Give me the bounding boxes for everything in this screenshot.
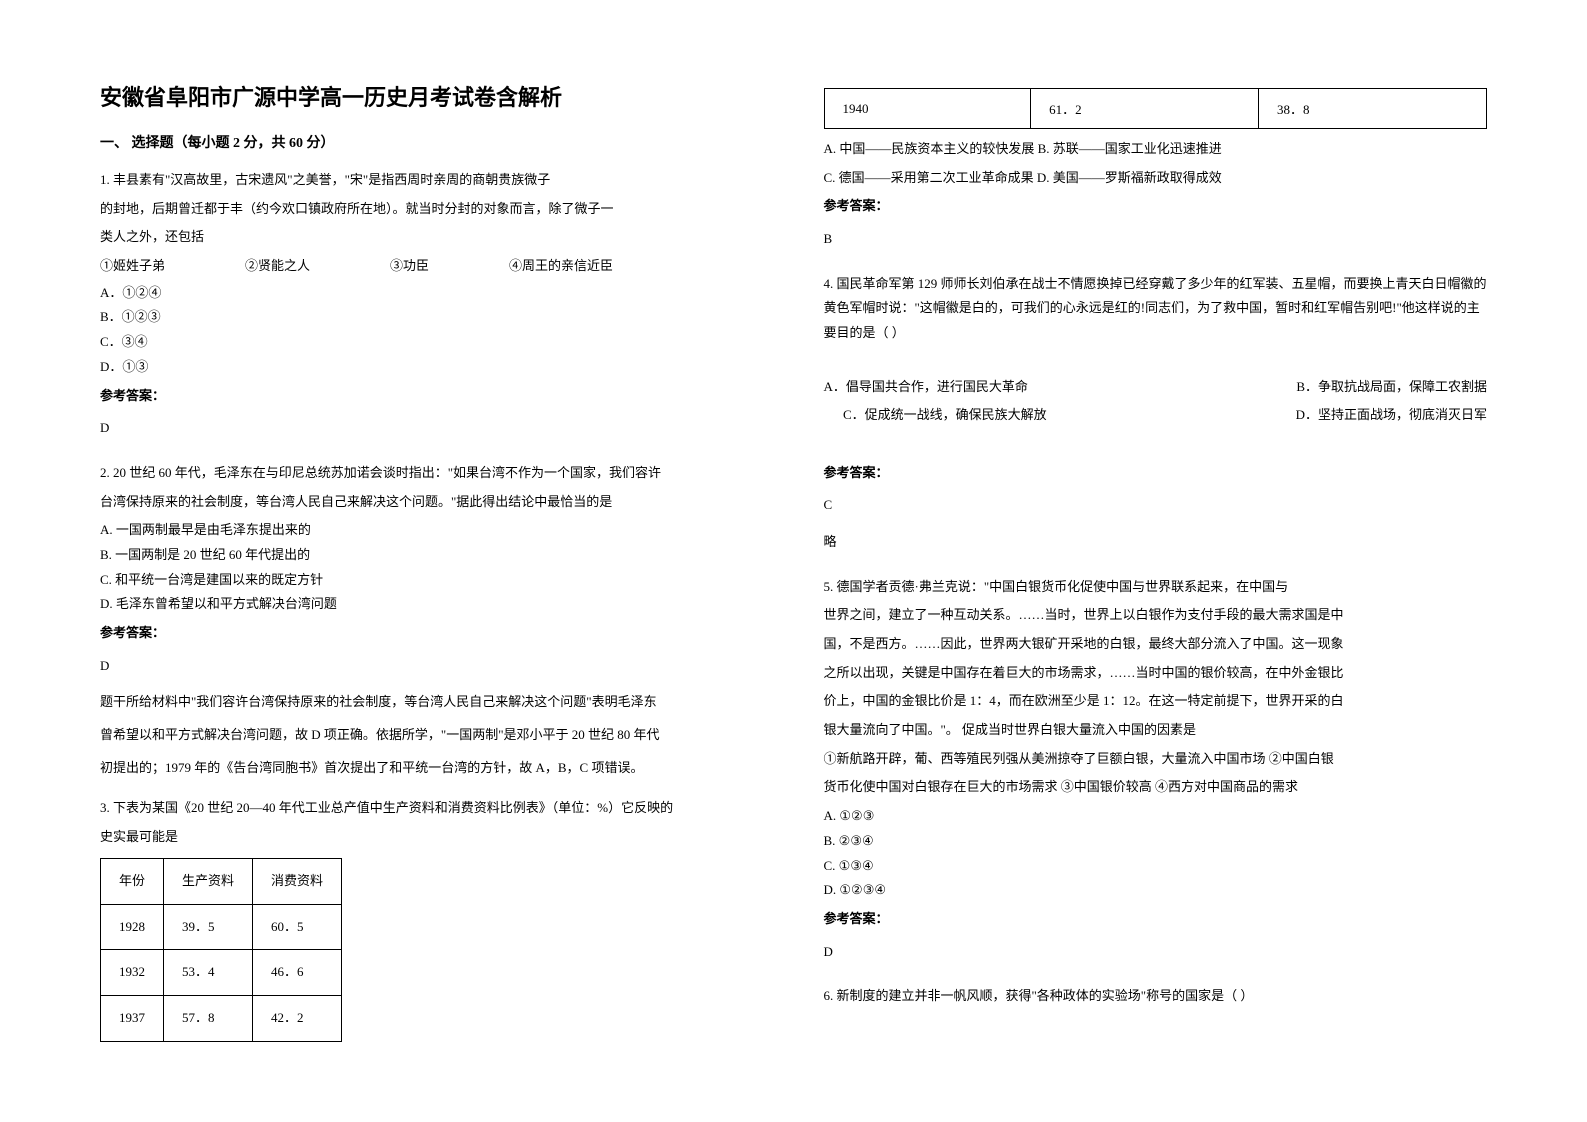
question-5: 5. 德国学者贡德·弗兰克说："中国白银货币化促使中国与世界联系起来，在中国与 … <box>824 575 1488 977</box>
q4-text: 4. 国民革命军第 129 师师长刘伯承在战士不情愿换掉已经穿戴了多少年的红军装… <box>824 272 1488 346</box>
q4-answer: C <box>824 493 1488 518</box>
q2-optA: A. 一国两制最早是由毛泽东提出来的 <box>100 518 764 543</box>
table-row: 1940 61．2 38．8 <box>824 89 1487 129</box>
q5-optB: B. ②③④ <box>824 829 1488 854</box>
q4-answer-label: 参考答案： <box>824 461 1488 486</box>
q2-exp1: 题干所给材料中"我们容许台湾保持原来的社会制度，等台湾人民自己来解决这个问题"表… <box>100 690 764 715</box>
cell: 39．5 <box>164 904 253 950</box>
q2-optD: D. 毛泽东曾希望以和平方式解决台湾问题 <box>100 592 764 617</box>
cell: 57．8 <box>164 995 253 1041</box>
q1-line2: 的封地，后期曾迁都于丰（约今欢口镇政府所在地）。就当时分封的对象而言，除了微子一 <box>100 197 764 222</box>
q4-optAB: A．倡导国共合作，进行国民大革命 B．争取抗战局面，保障工农割据 <box>824 375 1488 400</box>
q2-options: A. 一国两制最早是由毛泽东提出来的 B. 一国两制是 20 世纪 60 年代提… <box>100 518 764 617</box>
cell: 42．2 <box>253 995 342 1041</box>
q5-answer: D <box>824 940 1488 965</box>
q5-line2: 世界之间，建立了一种互动关系。……当时，世界上以白银作为支付手段的最大需求国是中 <box>824 603 1488 628</box>
q1-line3: 类人之外，还包括 <box>100 225 764 250</box>
q2-answer: D <box>100 654 764 679</box>
q3-answer: B <box>824 227 1488 252</box>
cell: 1928 <box>101 904 164 950</box>
q5-line1: 5. 德国学者贡德·弗兰克说："中国白银货币化促使中国与世界联系起来，在中国与 <box>824 575 1488 600</box>
table-row: 1937 57．8 42．2 <box>101 995 342 1041</box>
q1-choice4: ④周王的亲信近臣 <box>509 254 613 279</box>
q1-answer: D <box>100 416 764 441</box>
q2-line1: 2. 20 世纪 60 年代，毛泽东在与印尼总统苏加诺会谈时指出："如果台湾不作… <box>100 461 764 486</box>
th-production: 生产资料 <box>164 858 253 904</box>
q5-line5: 价上，中国的金银比价是 1：4，而在欧洲至少是 1：12。在这一特定前提下，世界… <box>824 689 1488 714</box>
q1-answer-label: 参考答案： <box>100 384 764 409</box>
q5-line8: 货币化使中国对白银存在巨大的市场需求 ③中国银价较高 ④西方对中国商品的需求 <box>824 775 1488 800</box>
cell: 38．8 <box>1259 89 1487 129</box>
q3-optAB: A. 中国——民族资本主义的较快发展 B. 苏联——国家工业化迅速推进 <box>824 137 1488 162</box>
question-6: 6. 新制度的建立并非一帆风顺，获得"各种政体的实验场"称号的国家是（ ） <box>824 984 1488 1013</box>
table-row: 1932 53．4 46．6 <box>101 950 342 996</box>
q5-line7: ①新航路开辟，葡、西等殖民列强从美洲掠夺了巨额白银，大量流入中国市场 ②中国白银 <box>824 747 1488 772</box>
q3-optCD: C. 德国——采用第二次工业革命成果 D. 美国——罗斯福新政取得成效 <box>824 166 1488 191</box>
q4-optA: A．倡导国共合作，进行国民大革命 <box>824 375 1028 400</box>
q2-optB: B. 一国两制是 20 世纪 60 年代提出的 <box>100 543 764 568</box>
question-2: 2. 20 世纪 60 年代，毛泽东在与印尼总统苏加诺会谈时指出："如果台湾不作… <box>100 461 764 789</box>
cell: 46．6 <box>253 950 342 996</box>
q2-exp2: 曾希望以和平方式解决台湾问题，故 D 项正确。依据所学，"一国两制"是邓小平于 … <box>100 723 764 748</box>
q1-line1: 1. 丰县素有"汉高故里，古宋遗风"之美誉，"宋"是指西周时亲周的商朝贵族微子 <box>100 168 764 193</box>
q5-optC: C. ①③④ <box>824 854 1488 879</box>
q3-table: 年份 生产资料 消费资料 1928 39．5 60．5 1932 53．4 46… <box>100 858 342 1042</box>
q4-optC: C．促成统一战线，确保民族大解放 <box>824 403 1047 428</box>
cell: 1932 <box>101 950 164 996</box>
right-column: 1940 61．2 38．8 A. 中国——民族资本主义的较快发展 B. 苏联—… <box>824 80 1488 1042</box>
q4-optCD: C．促成统一战线，确保民族大解放 D．坚持正面战场，彻底消灭日军 <box>824 403 1488 428</box>
q5-line6: 银大量流向了中国。"。 促成当时世界白银大量流入中国的因素是 <box>824 718 1488 743</box>
q5-line4: 之所以出现，关键是中国存在着巨大的市场需求，……当时中国的银价较高，在中外金银比 <box>824 661 1488 686</box>
q4-optD: D．坚持正面战场，彻底消灭日军 <box>1296 403 1487 428</box>
q2-line2: 台湾保持原来的社会制度，等台湾人民自己来解决这个问题。"据此得出结论中最恰当的是 <box>100 490 764 515</box>
th-consumption: 消费资料 <box>253 858 342 904</box>
cell: 53．4 <box>164 950 253 996</box>
q1-choice3: ③功臣 <box>390 254 429 279</box>
cell: 1940 <box>824 89 1031 129</box>
q2-exp3: 初提出的；1979 年的《告台湾同胞书》首次提出了和平统一台湾的方针，故 A，B… <box>100 756 764 781</box>
q5-optA: A. ①②③ <box>824 804 1488 829</box>
q3-line1: 3. 下表为某国《20 世纪 20—40 年代工业总产值中生产资料和消费资料比例… <box>100 796 764 821</box>
q1-choice2: ②贤能之人 <box>245 254 310 279</box>
q1-choice1: ①姬姓子弟 <box>100 254 165 279</box>
q3-answer-label: 参考答案： <box>824 194 1488 219</box>
q1-optA: A．①②④ <box>100 281 764 306</box>
q2-optC: C. 和平统一台湾是建国以来的既定方针 <box>100 568 764 593</box>
q1-optD: D．①③ <box>100 355 764 380</box>
question-3: 3. 下表为某国《20 世纪 20—40 年代工业总产值中生产资料和消费资料比例… <box>100 796 764 1049</box>
q1-options: A．①②④ B．①②③ C．③④ D．①③ <box>100 281 764 380</box>
table-row: 1928 39．5 60．5 <box>101 904 342 950</box>
q5-line3: 国，不是西方。……因此，世界两大银矿开采地的白银，最终大部分流入了中国。这一现象 <box>824 632 1488 657</box>
q6-text: 6. 新制度的建立并非一帆风顺，获得"各种政体的实验场"称号的国家是（ ） <box>824 984 1488 1009</box>
q5-options: A. ①②③ B. ②③④ C. ①③④ D. ①②③④ <box>824 804 1488 903</box>
q1-optB: B．①②③ <box>100 305 764 330</box>
q2-answer-label: 参考答案： <box>100 621 764 646</box>
left-column: 安徽省阜阳市广源中学高一历史月考试卷含解析 一、 选择题（每小题 2 分，共 6… <box>100 80 764 1042</box>
q5-optD: D. ①②③④ <box>824 878 1488 903</box>
table-header-row: 年份 生产资料 消费资料 <box>101 858 342 904</box>
q4-optB: B．争取抗战局面，保障工农割据 <box>1296 375 1487 400</box>
question-4: 4. 国民革命军第 129 师师长刘伯承在战士不情愿换掉已经穿戴了多少年的红军装… <box>824 272 1488 567</box>
q3-line2: 史实最可能是 <box>100 825 764 850</box>
question-1: 1. 丰县素有"汉高故里，古宋遗风"之美誉，"宋"是指西周时亲周的商朝贵族微子 … <box>100 168 764 453</box>
q1-optC: C．③④ <box>100 330 764 355</box>
th-year: 年份 <box>101 858 164 904</box>
cell: 1937 <box>101 995 164 1041</box>
cell: 61．2 <box>1031 89 1259 129</box>
q3-table-continued: 1940 61．2 38．8 <box>824 88 1488 129</box>
q1-choices: ①姬姓子弟 ②贤能之人 ③功臣 ④周王的亲信近臣 <box>100 254 764 279</box>
question-3-cont: A. 中国——民族资本主义的较快发展 B. 苏联——国家工业化迅速推进 C. 德… <box>824 137 1488 264</box>
exam-title: 安徽省阜阳市广源中学高一历史月考试卷含解析 <box>100 80 764 112</box>
cell: 60．5 <box>253 904 342 950</box>
section-header: 一、 选择题（每小题 2 分，共 60 分） <box>100 132 764 152</box>
q5-answer-label: 参考答案： <box>824 907 1488 932</box>
q4-note: 略 <box>824 530 1488 555</box>
